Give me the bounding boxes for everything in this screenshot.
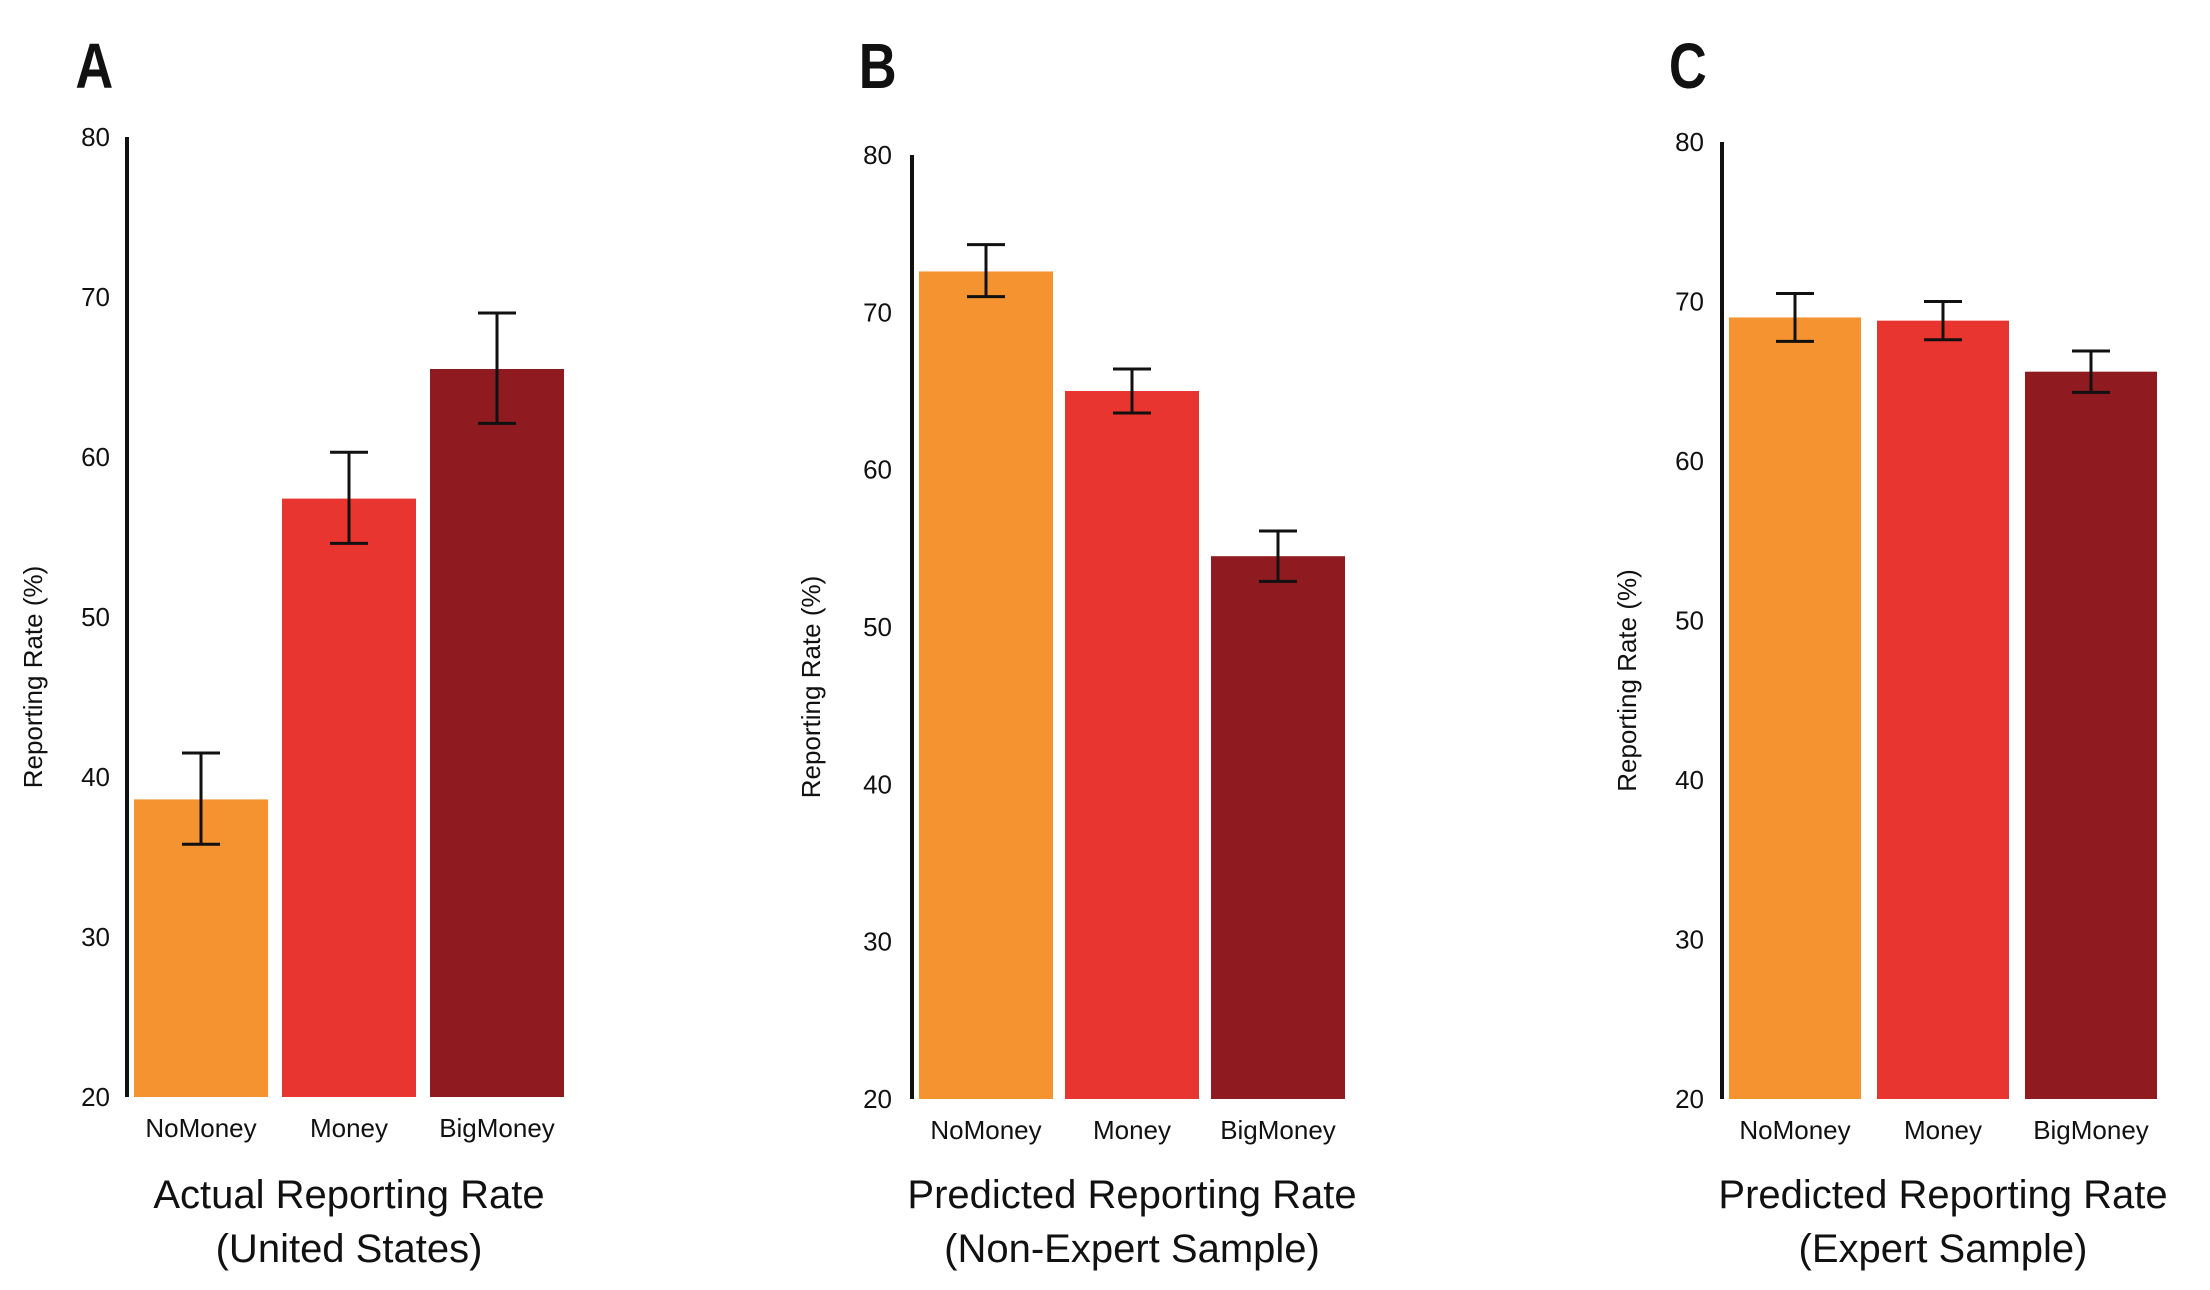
panel-a-chart: A 20 30 40 50 60 70 80 NoMoney Money BigMoney Re…: [18, 31, 564, 1271]
x-axis-subtitle: (Expert Sample): [1799, 1227, 2088, 1271]
x-tick-label: BigMoney: [2033, 1115, 2149, 1145]
y-tick-label: 80: [1675, 127, 1704, 157]
y-tick-label: 60: [1675, 446, 1704, 476]
bar-nomoney: [919, 271, 1053, 1100]
error-bar-money: [1113, 367, 1151, 415]
y-tick-label: 50: [81, 602, 110, 632]
y-tick-label: 50: [1675, 606, 1704, 636]
error-bar-nomoney: [967, 243, 1005, 299]
y-tick-label: 40: [1675, 765, 1704, 795]
x-tick-label: NoMoney: [145, 1113, 256, 1143]
bar-money: [282, 498, 416, 1098]
bar-bigmoney: [430, 369, 564, 1097]
y-tick-label: 30: [1675, 925, 1704, 955]
x-axis-subtitle: (Non-Expert Sample): [944, 1227, 1320, 1271]
x-tick-label: Money: [1904, 1115, 1982, 1145]
y-tick-label: 70: [1675, 287, 1704, 317]
x-axis-subtitle: (United States): [216, 1227, 483, 1271]
y-tick-label: 80: [81, 122, 110, 152]
x-axis-title: Actual Reporting Rate: [153, 1173, 544, 1217]
x-tick-label: NoMoney: [930, 1115, 1041, 1145]
y-tick-label: 20: [81, 1082, 110, 1112]
bar-bigmoney: [1211, 556, 1345, 1099]
x-tick-label: Money: [310, 1113, 388, 1143]
panel-b-chart: B 20 30 40 50 60 70 80 NoMoney Money BigMoney Re…: [796, 31, 1357, 1271]
y-axis-label: Reporting Rate (%): [1612, 569, 1642, 792]
y-tick-label: 20: [1675, 1084, 1704, 1114]
y-tick-label: 20: [863, 1084, 892, 1114]
y-axis-label: Reporting Rate (%): [18, 566, 48, 789]
error-bar-bigmoney: [478, 311, 516, 425]
error-bar-nomoney: [1776, 292, 1814, 343]
y-axis-label: Reporting Rate (%): [796, 576, 826, 799]
x-tick-label: BigMoney: [1220, 1115, 1336, 1145]
panel-letter: C: [1669, 31, 1707, 102]
y-tick-label: 30: [81, 922, 110, 952]
x-tick-label: Money: [1093, 1115, 1171, 1145]
error-bar-money: [1924, 300, 1962, 342]
x-tick-label: NoMoney: [1739, 1115, 1850, 1145]
panel-letter: A: [75, 31, 113, 102]
error-bar-bigmoney: [1259, 529, 1297, 583]
x-axis-title: Predicted Reporting Rate: [907, 1173, 1356, 1217]
error-bar-bigmoney: [2072, 349, 2110, 394]
panel-a: A 20 30 40 50 60 70 80 NoMoney Money BigMoney Re…: [0, 0, 740, 1290]
bar-bigmoney: [2025, 371, 2157, 1099]
panel-letter: B: [859, 31, 897, 102]
error-bar-money: [330, 450, 368, 545]
bar-money: [1065, 391, 1199, 1099]
x-axis-title: Predicted Reporting Rate: [1718, 1173, 2167, 1217]
bar-nomoney: [1729, 317, 1861, 1099]
error-bar-nomoney: [182, 751, 220, 846]
y-tick-label: 70: [863, 297, 892, 327]
panel-c-chart: C 20 30 40 50 60 70 80 NoMoney Money BigMoney Re…: [1612, 31, 2168, 1271]
panel-c: C 20 30 40 50 60 70 80 NoMoney Money BigMoney Re…: [1600, 0, 2210, 1290]
y-tick-label: 40: [81, 762, 110, 792]
y-tick-label: 30: [863, 927, 892, 957]
y-tick-label: 50: [863, 612, 892, 642]
bar-money: [1877, 320, 2009, 1099]
y-tick-label: 60: [863, 455, 892, 485]
y-tick-label: 40: [863, 769, 892, 799]
panel-b: B 20 30 40 50 60 70 80 NoMoney Money BigMoney Re…: [780, 0, 1480, 1290]
y-tick-label: 70: [81, 282, 110, 312]
y-tick-label: 60: [81, 442, 110, 472]
x-tick-label: BigMoney: [439, 1113, 555, 1143]
bar-nomoney: [134, 799, 268, 1097]
y-tick-label: 80: [863, 140, 892, 170]
